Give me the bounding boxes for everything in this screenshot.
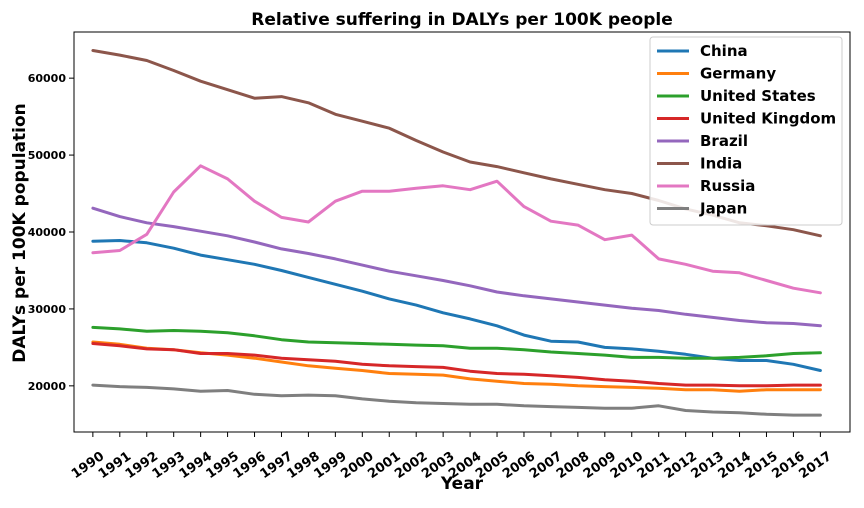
y-axis-label: DALYs per 100K population — [10, 103, 30, 363]
series-line-0 — [91, 239, 822, 372]
legend-label: China — [700, 42, 748, 60]
legend-label: Brazil — [700, 132, 748, 150]
chart-title: Relative suffering in DALYs per 100K peo… — [251, 10, 672, 30]
legend-label: Japan — [699, 200, 747, 218]
series-line-3 — [91, 342, 822, 388]
legend-box — [649, 36, 843, 226]
y-tick-label: 40000 — [28, 226, 67, 239]
series-line-6 — [91, 164, 822, 295]
y-tick-label: 50000 — [28, 149, 67, 162]
legend: China Germany United States United Kingdom B… — [649, 36, 843, 226]
series-layer — [91, 49, 822, 417]
y-tick-label: 20000 — [28, 380, 67, 393]
y-tick-label: 30000 — [28, 303, 67, 316]
series-line-4 — [91, 206, 822, 328]
x-axis-label: Year — [440, 474, 484, 494]
legend-label: Germany — [700, 65, 776, 83]
legend-label: United States — [700, 87, 816, 105]
series-line-2 — [91, 325, 822, 360]
legend-label: Russia — [700, 177, 755, 195]
legend-label: India — [700, 155, 742, 173]
legend-label: United Kingdom — [700, 110, 836, 128]
series-line-7 — [91, 383, 822, 417]
y-tick-label: 60000 — [28, 72, 67, 85]
